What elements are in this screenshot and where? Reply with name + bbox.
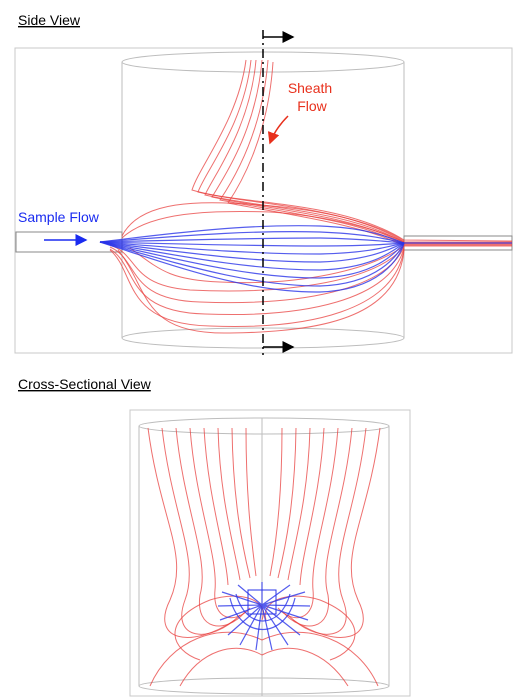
streamline [205,60,512,243]
sheath-flow-label: Sheath [288,80,332,96]
sample-flow-label: Sample Flow [18,209,100,225]
streamline [118,250,404,333]
sheath-arrow [270,116,288,143]
cross-frame [130,410,410,696]
sheath-flow-label: Flow [297,98,327,114]
streamline [100,242,404,270]
side-cylinder [16,52,512,348]
streamline [246,428,256,576]
streamline [198,60,512,242]
streamline [110,247,404,303]
streamline [100,242,404,286]
streamline [228,62,512,246]
streamline [270,428,282,576]
side-view-title: Side View [18,12,81,28]
streamline [204,428,228,585]
streamline [218,582,310,650]
streamline [110,249,404,326]
streamline [180,648,348,686]
cross-section-title: Cross-Sectional View [18,376,152,392]
cylinder-bottom [139,678,389,694]
streamline [278,428,338,618]
streamline [220,60,512,245]
streamline [190,428,250,618]
streamline [300,428,324,585]
figure: Side View She [0,0,513,697]
streamline [212,60,512,244]
streamline [162,428,240,634]
cross-sample-streamlines [218,582,310,650]
cross-streamlines [148,428,380,686]
streamline [192,60,512,241]
